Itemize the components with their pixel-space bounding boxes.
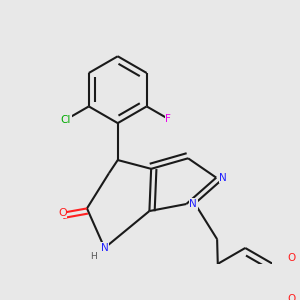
Text: Cl: Cl (61, 115, 71, 124)
Text: N: N (219, 172, 227, 183)
Text: N: N (190, 199, 197, 209)
Text: N: N (101, 243, 108, 253)
Text: O: O (58, 208, 67, 218)
Text: H: H (90, 252, 97, 261)
Text: F: F (165, 114, 171, 124)
Text: O: O (287, 253, 296, 263)
Text: O: O (287, 294, 296, 300)
